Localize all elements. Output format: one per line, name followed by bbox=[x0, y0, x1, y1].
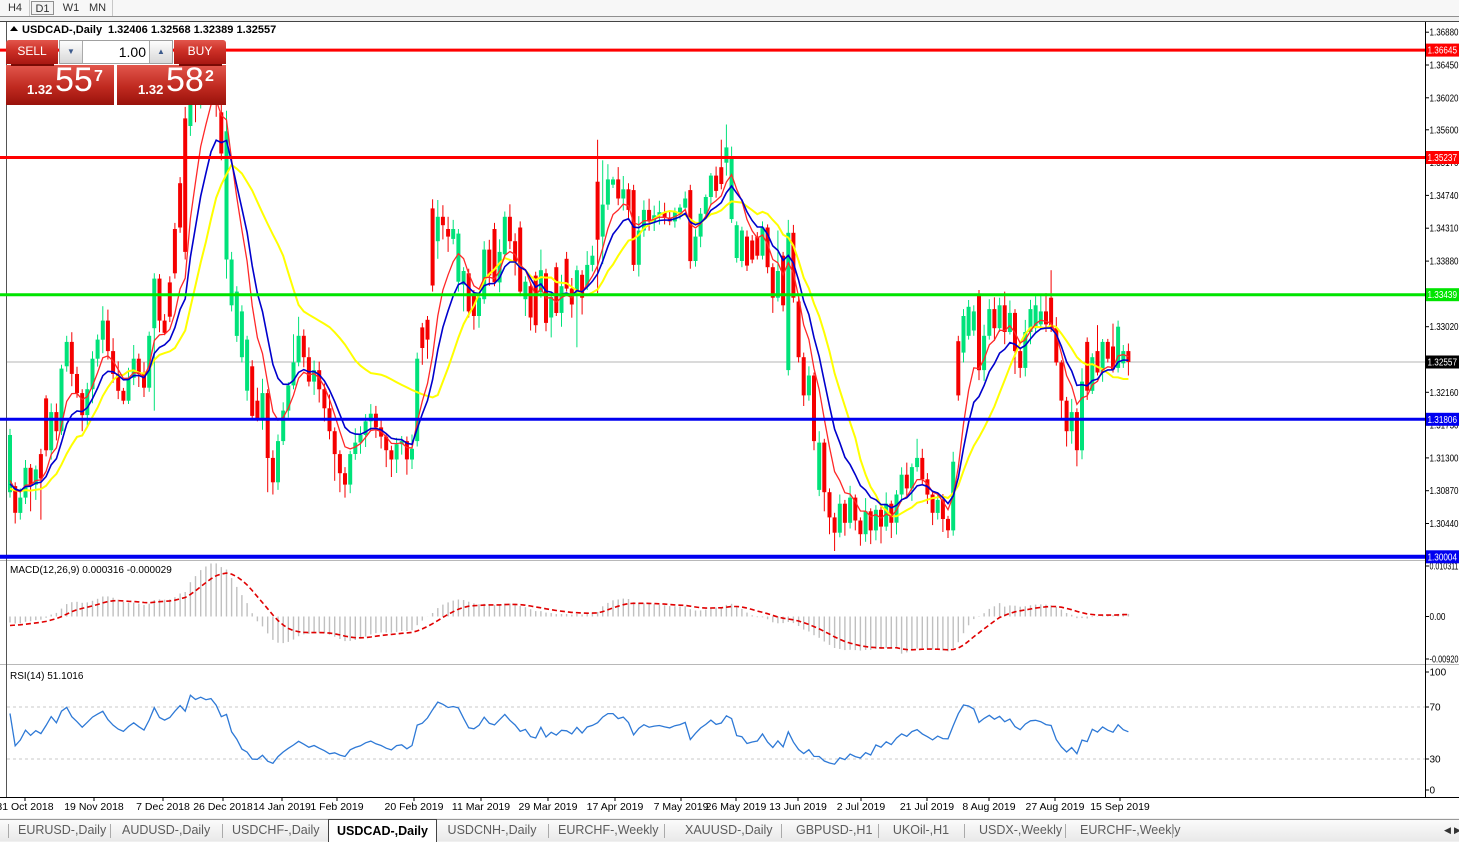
svg-text:8 Aug 2019: 8 Aug 2019 bbox=[962, 801, 1015, 813]
svg-text:1.32160: 1.32160 bbox=[1430, 388, 1459, 399]
svg-text:1.33020: 1.33020 bbox=[1430, 322, 1459, 333]
svg-text:11 Mar 2019: 11 Mar 2019 bbox=[452, 801, 510, 813]
svg-text:1.36020: 1.36020 bbox=[1430, 93, 1459, 104]
svg-text:1 Feb 2019: 1 Feb 2019 bbox=[310, 801, 363, 813]
svg-text:USDCAD-,Daily: USDCAD-,Daily bbox=[22, 24, 103, 36]
svg-text:1.34740: 1.34740 bbox=[1430, 191, 1459, 202]
svg-text:1.30440: 1.30440 bbox=[1430, 519, 1459, 530]
svg-text:0: 0 bbox=[1430, 786, 1436, 797]
svg-text:70: 70 bbox=[1430, 703, 1442, 714]
svg-text:21 Jul 2019: 21 Jul 2019 bbox=[900, 801, 954, 813]
svg-text:1.30870: 1.30870 bbox=[1430, 486, 1459, 497]
svg-text:1.33439: 1.33439 bbox=[1428, 290, 1458, 301]
svg-text:1.32557: 1.32557 bbox=[1428, 358, 1458, 369]
svg-text:31 Oct 2018: 31 Oct 2018 bbox=[0, 801, 54, 813]
svg-text:14 Jan 2019: 14 Jan 2019 bbox=[253, 801, 311, 813]
svg-text:30: 30 bbox=[1430, 755, 1442, 766]
svg-text:1.30004: 1.30004 bbox=[1428, 552, 1458, 563]
svg-text:1.36645: 1.36645 bbox=[1428, 46, 1458, 57]
svg-text:1.35600: 1.35600 bbox=[1430, 125, 1459, 136]
svg-text:0.00: 0.00 bbox=[1430, 612, 1446, 623]
svg-text:20 Feb 2019: 20 Feb 2019 bbox=[385, 801, 444, 813]
svg-text:29 Mar 2019: 29 Mar 2019 bbox=[519, 801, 578, 813]
svg-text:1.35237: 1.35237 bbox=[1428, 153, 1458, 164]
svg-text:7 May 2019: 7 May 2019 bbox=[654, 801, 709, 813]
svg-text:1.31730: 1.31730 bbox=[1430, 421, 1459, 432]
svg-text:1.31806: 1.31806 bbox=[1428, 415, 1458, 426]
svg-text:27 Aug 2019: 27 Aug 2019 bbox=[1026, 801, 1085, 813]
svg-text:1.34310: 1.34310 bbox=[1430, 224, 1459, 235]
svg-text:1.31300: 1.31300 bbox=[1430, 453, 1459, 464]
svg-text:13 Jun 2019: 13 Jun 2019 bbox=[769, 801, 827, 813]
svg-text:1.36880: 1.36880 bbox=[1430, 28, 1459, 39]
svg-text:15 Sep 2019: 15 Sep 2019 bbox=[1090, 801, 1150, 813]
svg-text:1.36450: 1.36450 bbox=[1430, 60, 1459, 71]
svg-text:MACD(12,26,9) 0.000316 -0.0000: MACD(12,26,9) 0.000316 -0.000029 bbox=[10, 565, 172, 576]
svg-text:17 Apr 2019: 17 Apr 2019 bbox=[587, 801, 644, 813]
svg-text:0.010311: 0.010311 bbox=[1430, 562, 1459, 573]
svg-text:1.33880: 1.33880 bbox=[1430, 257, 1459, 268]
svg-text:RSI(14) 51.1016: RSI(14) 51.1016 bbox=[10, 671, 84, 682]
svg-text:26 Dec 2018: 26 Dec 2018 bbox=[193, 801, 253, 813]
svg-text:2 Jul 2019: 2 Jul 2019 bbox=[837, 801, 886, 813]
svg-text:7 Dec 2018: 7 Dec 2018 bbox=[136, 801, 190, 813]
svg-text:19 Nov 2018: 19 Nov 2018 bbox=[64, 801, 124, 813]
svg-text:1.32406 1.32568 1.32389 1.3255: 1.32406 1.32568 1.32389 1.32557 bbox=[108, 24, 276, 36]
svg-text:26 May 2019: 26 May 2019 bbox=[706, 801, 767, 813]
svg-text:-0.00920: -0.00920 bbox=[1430, 655, 1459, 666]
svg-text:100: 100 bbox=[1430, 668, 1447, 679]
